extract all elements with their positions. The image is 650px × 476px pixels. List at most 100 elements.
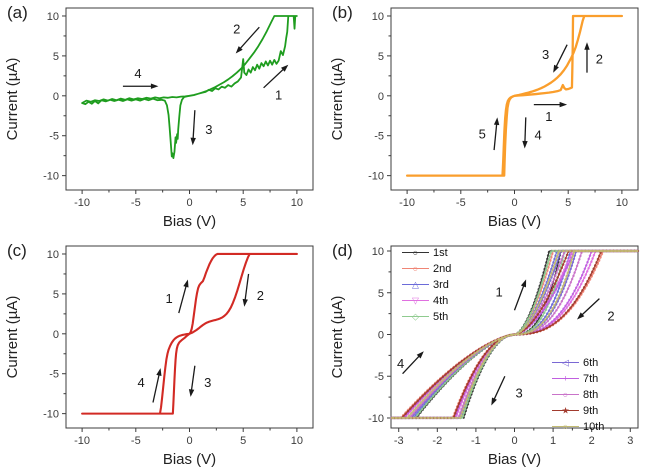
curve-I-V-sweep (405, 14, 624, 177)
y-tick-label: 5 (53, 51, 59, 63)
legend-marker-1st: ○ (402, 248, 429, 258)
x-tick-label: -1 (471, 435, 481, 447)
arrowhead (188, 389, 195, 397)
y-tick-label: -5 (49, 369, 59, 381)
y-tick-label: 10 (47, 11, 59, 23)
legend-item-7th: +7th (552, 371, 604, 387)
legend-marker-8th: ○ (552, 390, 579, 400)
sweep-arrow-4 (402, 353, 422, 375)
legend-label-8th: 8th (583, 389, 599, 401)
panel-label-c: (c) (7, 241, 27, 260)
x-tick-label: 0 (511, 197, 517, 209)
y-axis-label: Current (µA) (4, 58, 21, 141)
curve-I-V-sweep (81, 252, 298, 415)
sweep-arrow-1 (178, 283, 188, 314)
x-tick-label: 10 (291, 197, 303, 209)
panel-a: -10 -5 0 5 10 -10 -5 0 5 10 Bias (V) Current (µA) 1 2… (0, 0, 325, 238)
arrowhead (520, 279, 527, 288)
y-tick-label: -10 (368, 413, 384, 425)
series-group (405, 14, 624, 177)
legend-item-10th: ○ 10th (552, 419, 604, 435)
legend-label-4th: 4th (433, 295, 449, 307)
panel-b: -10 -5 0 5 10 -10 -5 0 5 10 Bias (V) Current (µA) 1 2… (325, 0, 650, 238)
sweep-step-label-4: 4 (134, 66, 141, 81)
sweep-step-label-5: 5 (479, 127, 486, 142)
arrowhead (559, 101, 568, 108)
x-tick-label: 5 (240, 197, 246, 209)
sweep-arrow-3 (492, 375, 506, 403)
x-tick-label: -5 (131, 197, 141, 209)
sweep-step-label-3: 3 (542, 47, 549, 62)
arrowhead (235, 46, 243, 54)
x-tick-label: -10 (399, 197, 415, 209)
sweep-arrow-1 (263, 66, 286, 89)
legend-label-10th: 10th (583, 421, 605, 433)
arrowhead (183, 279, 189, 288)
y-axis-label: Current (µA) (329, 296, 346, 379)
y-tick-label: 0 (378, 329, 384, 341)
legend-item-9th: ★ 9th (552, 403, 604, 419)
x-tick-label: -10 (74, 435, 90, 447)
legend-label-7th: 7th (583, 373, 599, 385)
legend-cycles-6-10: ◁ 6th +7th ○ 8th ★ 9th ○ 10th (552, 355, 604, 435)
x-tick-label: 2 (589, 435, 595, 447)
annotations: 1 2 3 4 5 (479, 42, 603, 151)
sweep-step-label-1: 1 (165, 291, 172, 306)
sweep-arrow-4 (152, 371, 161, 403)
legend-item-2nd: ○ 2nd (402, 261, 451, 277)
sweep-step-label-2: 2 (607, 309, 614, 324)
legend-item-6th: ◁ 6th (552, 355, 604, 371)
arrowhead (281, 64, 289, 72)
plot-c: -10 -5 0 5 10 -10 -5 0 5 10 Bias (V) Current (µA) 1 2… (4, 245, 314, 468)
sweep-arrow-3 (190, 365, 196, 393)
y-tick-label: 0 (53, 91, 59, 103)
x-tick-label: -2 (432, 435, 442, 447)
y-tick-label: 5 (378, 51, 384, 63)
legend-label-3rd: 3rd (433, 279, 449, 291)
sweep-step-label-4: 4 (535, 127, 542, 142)
y-tick-label: 10 (47, 249, 59, 261)
markers-10th (391, 249, 638, 420)
y-tick-label: -10 (43, 171, 59, 183)
legend-marker-3rd: △ (402, 280, 429, 290)
panel-c: -10 -5 0 5 10 -10 -5 0 5 10 Bias (V) Current (µA) 1 2… (0, 238, 325, 476)
axes: -10 -5 0 5 10 -10 -5 0 5 10 Bias (V) Current (µA) (4, 7, 314, 230)
y-tick-label: -5 (374, 371, 384, 383)
sweep-step-label-3: 3 (205, 122, 212, 137)
x-axis-label: Bias (V) (163, 451, 216, 468)
y-tick-label: -5 (374, 131, 384, 143)
x-tick-label: -10 (74, 197, 90, 209)
arrowhead (242, 298, 248, 307)
legend-marker-7th: + (552, 374, 579, 384)
y-axis-label: Current (µA) (4, 296, 21, 379)
sweep-step-label-2: 2 (257, 288, 264, 303)
legend-marker-9th: ★ (552, 406, 579, 416)
legend-item-4th: ▽ 4th (402, 293, 451, 309)
sweep-arrow-2 (579, 298, 600, 318)
sweep-arrow-2 (244, 273, 250, 303)
curve-I-V-sweep (81, 15, 298, 159)
panel-d: -3 -2 -1 0 1 2 3 -10 -5 0 5 10 Bias (V) Current (µA) 1… (325, 238, 650, 476)
legend-item-3rd: △ 3rd (402, 277, 451, 293)
y-tick-label: 0 (378, 91, 384, 103)
sweep-arrow-4 (524, 117, 527, 145)
plot-b: -10 -5 0 5 10 -10 -5 0 5 10 Bias (V) Current (µA) 1 2… (329, 7, 639, 230)
sweep-arrow-3 (554, 44, 568, 70)
annotations: 1 2 3 4 (122, 21, 289, 146)
arrowhead (553, 64, 559, 73)
sweep-step-label-4: 4 (138, 375, 145, 390)
y-axis-label: Current (µA) (329, 58, 346, 141)
x-tick-label: 5 (565, 197, 571, 209)
sweep-step-label-1: 1 (495, 284, 502, 299)
arrowhead (493, 117, 500, 126)
legend-marker-6th: ◁ (552, 358, 579, 368)
panel-label-a: (a) (7, 3, 28, 22)
legend-marker-10th: ○ (552, 422, 579, 432)
sweep-arrow-3 (192, 110, 196, 142)
legend-label-2nd: 2nd (433, 263, 452, 275)
arrowhead (150, 83, 159, 89)
sweep-arrow-5 (493, 121, 498, 151)
y-tick-label: 5 (53, 289, 59, 301)
x-tick-label: 0 (186, 197, 192, 209)
